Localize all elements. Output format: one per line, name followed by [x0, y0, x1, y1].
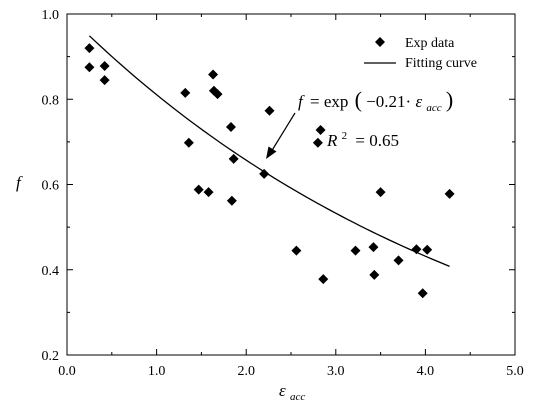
r2-r: R: [326, 131, 338, 150]
data-point: [203, 187, 214, 198]
x-tick-label: 1.0: [148, 364, 166, 379]
exp-data-points: [84, 43, 455, 299]
data-point: [84, 62, 95, 73]
data-point: [208, 69, 219, 80]
r2-superscript: 2: [342, 130, 348, 142]
data-point: [444, 188, 455, 199]
y-axis-label: f: [16, 173, 23, 192]
x-axis-ticks: [66, 14, 516, 355]
eq-epsilon: ε: [415, 92, 422, 111]
data-point: [99, 75, 110, 86]
annotation-arrow-head: [266, 146, 277, 159]
data-point: [393, 255, 404, 266]
x-tick-label: 0.0: [58, 364, 76, 379]
y-tick-label: 0.4: [42, 264, 60, 279]
data-point: [368, 242, 379, 253]
eq-f: f: [298, 92, 305, 111]
data-point: [228, 153, 239, 164]
x-axis-label-main: ε: [279, 381, 286, 400]
data-point: [212, 89, 223, 100]
data-point: [411, 244, 422, 255]
y-tick-label: 1.0: [42, 8, 60, 23]
annotation-arrow-shaft: [270, 112, 296, 153]
x-axis-label-sub: acc: [290, 391, 305, 403]
x-tick-label: 4.0: [417, 364, 435, 379]
svg-text:f = exp ( −0: f = exp ( −0.21· ε acc ): [298, 87, 453, 115]
legend-scatter-label: Exp data: [405, 36, 455, 51]
eq-paren-open: (: [355, 87, 362, 112]
data-point: [291, 245, 302, 256]
x-axis-tick-labels: 0.0 1.0 2.0 3.0 4.0 5.0: [58, 364, 524, 379]
data-point: [225, 121, 236, 132]
data-point: [417, 288, 428, 299]
data-point: [264, 105, 275, 116]
y-tick-label: 0.8: [42, 93, 60, 108]
x-tick-label: 2.0: [237, 364, 255, 379]
data-point: [422, 244, 433, 255]
x-axis-label: ε acc: [279, 381, 305, 403]
data-point: [369, 269, 380, 280]
x-tick-label: 3.0: [327, 364, 345, 379]
data-point: [375, 187, 386, 198]
data-point: [226, 195, 237, 206]
data-point: [84, 43, 95, 54]
data-point: [318, 274, 329, 285]
data-point: [259, 168, 270, 179]
legend-scatter-marker: [375, 37, 385, 47]
data-point: [312, 137, 323, 148]
fitting-curve-line: [88, 35, 450, 267]
eq-coefficient: −0.21·: [366, 92, 411, 111]
eq-epsilon-sub: acc: [426, 102, 441, 114]
y-axis-tick-labels: 0.2 0.4 0.6 0.8 1.0: [42, 8, 60, 364]
data-point: [180, 87, 191, 98]
data-point: [183, 137, 194, 148]
svg-text:R 2 = 0.65: R 2 = 0.65: [326, 124, 399, 150]
y-tick-label: 0.6: [42, 179, 60, 194]
legend: Exp data Fitting curve: [364, 36, 477, 71]
fit-equation: f = exp ( −0.21· ε acc ) R 2 = 0.65: [266, 87, 453, 159]
x-tick-label: 5.0: [506, 364, 524, 379]
y-tick-label: 0.2: [42, 349, 60, 364]
legend-line-label: Fitting curve: [405, 56, 477, 71]
data-point: [99, 61, 110, 72]
y-axis-ticks: [67, 13, 515, 356]
r2-value: = 0.65: [355, 131, 399, 150]
data-point: [315, 124, 326, 135]
data-point: [350, 245, 361, 256]
eq-paren-close: ): [446, 87, 453, 112]
data-point: [193, 184, 204, 195]
eq-equals-exp: = exp: [310, 92, 348, 111]
